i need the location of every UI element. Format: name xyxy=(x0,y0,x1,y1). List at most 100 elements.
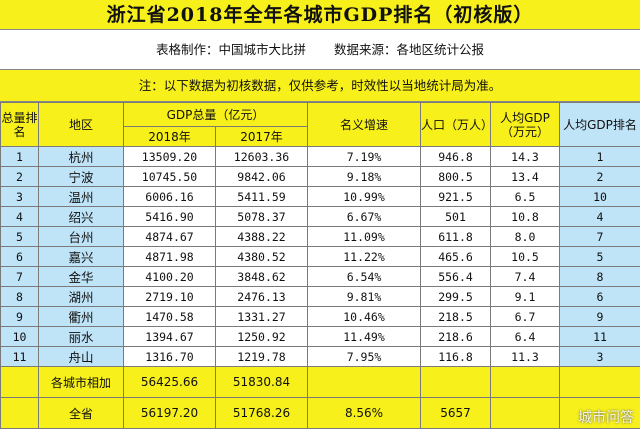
per-capita-cell: 10.8 xyxy=(490,206,560,227)
per-capita-rank-cell: 4 xyxy=(559,206,640,227)
population-cell: 218.6 xyxy=(420,326,491,347)
table-row: 6 嘉兴 4871.98 4380.52 11.22% 465.6 10.5 5 xyxy=(0,246,640,267)
header-population: 人口（万人） xyxy=(420,102,491,147)
gdp-2017-cell: 1250.92 xyxy=(215,326,308,347)
header-2017: 2017年 xyxy=(215,126,308,147)
total-gdp-2018: 56197.20 xyxy=(123,397,216,429)
header-2018: 2018年 xyxy=(123,126,216,147)
per-capita-cell: 6.7 xyxy=(490,306,560,327)
table-row: 2 宁波 10745.50 9842.06 9.18% 800.5 13.4 2 xyxy=(0,166,640,187)
rank-cell: 3 xyxy=(0,186,39,207)
per-capita-cell: 6.5 xyxy=(490,186,560,207)
per-capita-cell: 13.4 xyxy=(490,166,560,187)
header-per-capita-rank: 人均GDP排名 xyxy=(559,102,640,147)
gdp-2017-cell: 1331.27 xyxy=(215,306,308,327)
table-row: 10 丽水 1394.67 1250.92 11.49% 218.6 6.4 11 xyxy=(0,326,640,347)
header-gdp: GDP总量（亿元） xyxy=(123,102,308,127)
gdp-2018-cell: 1316.70 xyxy=(123,346,216,367)
growth-cell: 10.46% xyxy=(307,306,421,327)
rank-cell: 5 xyxy=(0,226,39,247)
total-label: 全省 xyxy=(38,397,124,429)
table-row: 9 衢州 1470.58 1331.27 10.46% 218.5 6.7 9 xyxy=(0,306,640,327)
per-capita-rank-cell: 5 xyxy=(559,246,640,267)
gdp-2018-cell: 2719.10 xyxy=(123,286,216,307)
per-capita-rank-cell: 8 xyxy=(559,266,640,287)
gdp-2017-cell: 5411.59 xyxy=(215,186,308,207)
city-cell: 湖州 xyxy=(38,286,124,307)
watermark: 城市问答 xyxy=(578,410,634,426)
population-cell: 218.5 xyxy=(420,306,491,327)
gdp-2017-cell: 9842.06 xyxy=(215,166,308,187)
population-cell: 921.5 xyxy=(420,186,491,207)
population-cell: 501 xyxy=(420,206,491,227)
sum-gdp-2018: 56425.66 xyxy=(123,366,216,398)
header-per-capita: 人均GDP（万元） xyxy=(490,102,560,147)
city-cell: 舟山 xyxy=(38,346,124,367)
city-cell: 宁波 xyxy=(38,166,124,187)
total-gdp-2017: 51768.26 xyxy=(215,397,308,429)
per-capita-rank-cell: 7 xyxy=(559,226,640,247)
rank-cell: 10 xyxy=(0,326,39,347)
gdp-2018-cell: 4874.67 xyxy=(123,226,216,247)
gdp-2017-cell: 4380.52 xyxy=(215,246,308,267)
maker-label: 表格制作：中国城市大比拼 xyxy=(155,42,306,57)
city-cell: 温州 xyxy=(38,186,124,207)
total-growth: 8.56% xyxy=(307,397,421,429)
growth-cell: 11.22% xyxy=(307,246,421,267)
per-capita-rank-cell: 6 xyxy=(559,286,640,307)
sum-row: 各城市相加 56425.66 51830.84 xyxy=(0,366,640,398)
population-cell: 299.5 xyxy=(420,286,491,307)
table-row: 8 湖州 2719.10 2476.13 9.81% 299.5 9.1 6 xyxy=(0,286,640,307)
table-row: 3 温州 6006.16 5411.59 10.99% 921.5 6.5 10 xyxy=(0,186,640,207)
table-row: 5 台州 4874.67 4388.22 11.09% 611.8 8.0 7 xyxy=(0,226,640,247)
growth-cell: 9.18% xyxy=(307,166,421,187)
gdp-2017-cell: 4388.22 xyxy=(215,226,308,247)
growth-cell: 6.54% xyxy=(307,266,421,287)
per-capita-rank-cell: 3 xyxy=(559,346,640,367)
gdp-2017-cell: 5078.37 xyxy=(215,206,308,227)
per-capita-cell: 11.3 xyxy=(490,346,560,367)
rank-cell: 11 xyxy=(0,346,39,367)
growth-cell: 9.81% xyxy=(307,286,421,307)
population-cell: 556.4 xyxy=(420,266,491,287)
sum-gdp-2017: 51830.84 xyxy=(215,366,308,398)
per-capita-rank-cell: 11 xyxy=(559,326,640,347)
population-cell: 611.8 xyxy=(420,226,491,247)
growth-cell: 7.95% xyxy=(307,346,421,367)
growth-cell: 11.49% xyxy=(307,326,421,347)
gdp-2017-cell: 3848.62 xyxy=(215,266,308,287)
city-cell: 丽水 xyxy=(38,326,124,347)
per-capita-rank-cell: 10 xyxy=(559,186,640,207)
population-cell: 465.6 xyxy=(420,246,491,267)
city-cell: 台州 xyxy=(38,226,124,247)
gdp-2018-cell: 6006.16 xyxy=(123,186,216,207)
population-cell: 946.8 xyxy=(420,146,491,167)
per-capita-cell: 7.4 xyxy=(490,266,560,287)
city-cell: 衢州 xyxy=(38,306,124,327)
rank-cell: 4 xyxy=(0,206,39,227)
rank-cell: 7 xyxy=(0,266,39,287)
rank-cell: 8 xyxy=(0,286,39,307)
total-row: 全省 56197.20 51768.26 8.56% 5657 xyxy=(0,397,640,429)
gdp-2018-cell: 1470.58 xyxy=(123,306,216,327)
population-cell: 116.8 xyxy=(420,346,491,367)
table-row: 1 杭州 13509.20 12603.36 7.19% 946.8 14.3 1 xyxy=(0,146,640,167)
header-region: 地区 xyxy=(38,102,124,147)
gdp-2018-cell: 1394.67 xyxy=(123,326,216,347)
credits-line: 表格制作：中国城市大比拼 数据来源：各地区统计公报 xyxy=(0,30,640,70)
gdp-table: 总量排名 地区 GDP总量（亿元） 名义增速 人口（万人） 人均GDP（万元） … xyxy=(0,102,640,429)
per-capita-rank-cell: 2 xyxy=(559,166,640,187)
sum-label: 各城市相加 xyxy=(38,366,124,398)
population-cell: 800.5 xyxy=(420,166,491,187)
source-label: 数据来源：各地区统计公报 xyxy=(334,42,485,57)
gdp-2018-cell: 4100.20 xyxy=(123,266,216,287)
city-cell: 绍兴 xyxy=(38,206,124,227)
city-cell: 杭州 xyxy=(38,146,124,167)
header-rank: 总量排名 xyxy=(0,102,39,147)
rank-cell: 9 xyxy=(0,306,39,327)
rank-cell: 2 xyxy=(0,166,39,187)
rank-cell: 1 xyxy=(0,146,39,167)
growth-cell: 6.67% xyxy=(307,206,421,227)
table-row: 4 绍兴 5416.90 5078.37 6.67% 501 10.8 4 xyxy=(0,206,640,227)
per-capita-cell: 10.5 xyxy=(490,246,560,267)
